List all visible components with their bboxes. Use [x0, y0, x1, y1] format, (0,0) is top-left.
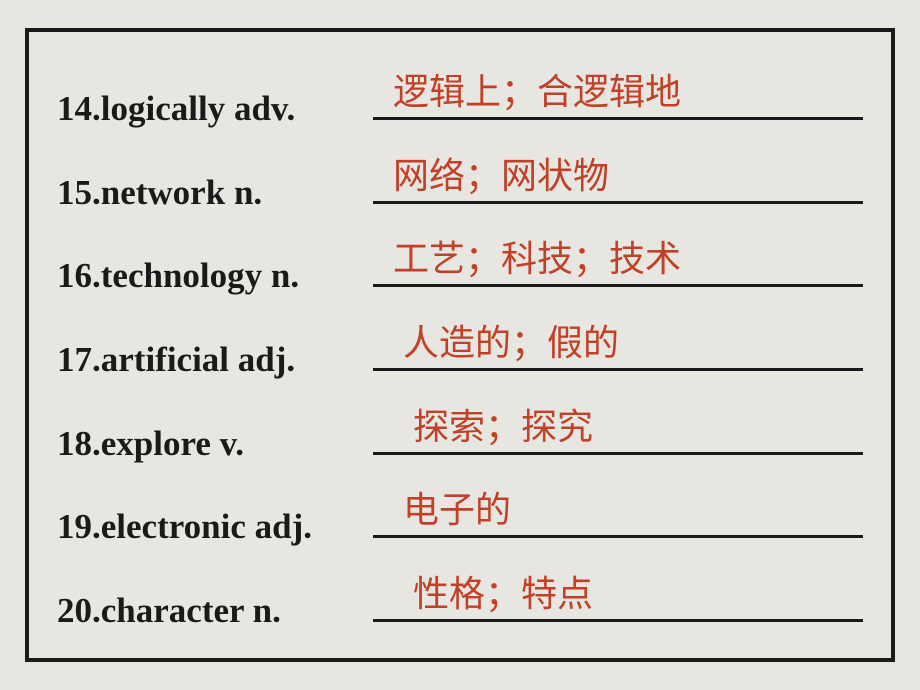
- vocab-row: 18.explore v. 探索；探究: [57, 399, 863, 471]
- term-pos: adv.: [234, 89, 295, 128]
- term-pos: n.: [253, 591, 281, 630]
- term-label: 20.character n.: [57, 591, 369, 631]
- term-word: network: [101, 173, 225, 212]
- term-number: 17: [57, 340, 92, 379]
- term-label: 19.electronic adj.: [57, 507, 369, 547]
- term-word: electronic: [101, 507, 246, 546]
- vocab-row: 17.artificial adj. 人造的；假的: [57, 315, 863, 387]
- vocab-row: 20.character n. 性格；特点: [57, 566, 863, 638]
- term-word: logically: [101, 89, 225, 128]
- term-label: 17.artificial adj.: [57, 340, 369, 380]
- term-number: 20: [57, 591, 92, 630]
- answer-blank: 人造的；假的: [373, 315, 863, 371]
- answer-text: 探索；探究: [413, 398, 593, 450]
- term-number: 19: [57, 507, 92, 546]
- term-pos: n.: [271, 256, 299, 295]
- term-pos: adj.: [238, 340, 295, 379]
- answer-text: 人造的；假的: [403, 314, 619, 366]
- term-number: 18: [57, 424, 92, 463]
- vocab-row: 16.technology n. 工艺；科技；技术: [57, 231, 863, 303]
- term-label: 14.logically adv.: [57, 89, 369, 129]
- term-label: 16.technology n.: [57, 256, 369, 296]
- answer-blank: 逻辑上；合逻辑地: [373, 64, 863, 120]
- answer-blank: 工艺；科技；技术: [373, 231, 863, 287]
- vocabulary-card: 14.logically adv. 逻辑上；合逻辑地 15.network n.…: [25, 28, 895, 662]
- term-number: 16: [57, 256, 92, 295]
- answer-blank: 性格；特点: [373, 566, 863, 622]
- term-word: character: [101, 591, 244, 630]
- vocab-row: 15.network n. 网络；网状物: [57, 148, 863, 220]
- answer-blank: 网络；网状物: [373, 148, 863, 204]
- answer-blank: 电子的: [373, 482, 863, 538]
- answer-text: 性格；特点: [413, 565, 593, 617]
- term-word: explore: [101, 424, 211, 463]
- answer-text: 工艺；科技；技术: [393, 230, 681, 282]
- term-number: 14: [57, 89, 92, 128]
- term-number: 15: [57, 173, 92, 212]
- term-pos: v.: [220, 424, 244, 463]
- answer-text: 电子的: [403, 481, 511, 533]
- answer-blank: 探索；探究: [373, 399, 863, 455]
- term-label: 15.network n.: [57, 173, 369, 213]
- answer-text: 逻辑上；合逻辑地: [393, 63, 681, 115]
- term-word: technology: [101, 256, 262, 295]
- vocab-row: 14.logically adv. 逻辑上；合逻辑地: [57, 64, 863, 136]
- term-pos: adj.: [255, 507, 312, 546]
- term-word: artificial: [101, 340, 229, 379]
- vocab-row: 19.electronic adj. 电子的: [57, 482, 863, 554]
- term-label: 18.explore v.: [57, 424, 369, 464]
- answer-text: 网络；网状物: [393, 147, 609, 199]
- term-pos: n.: [234, 173, 262, 212]
